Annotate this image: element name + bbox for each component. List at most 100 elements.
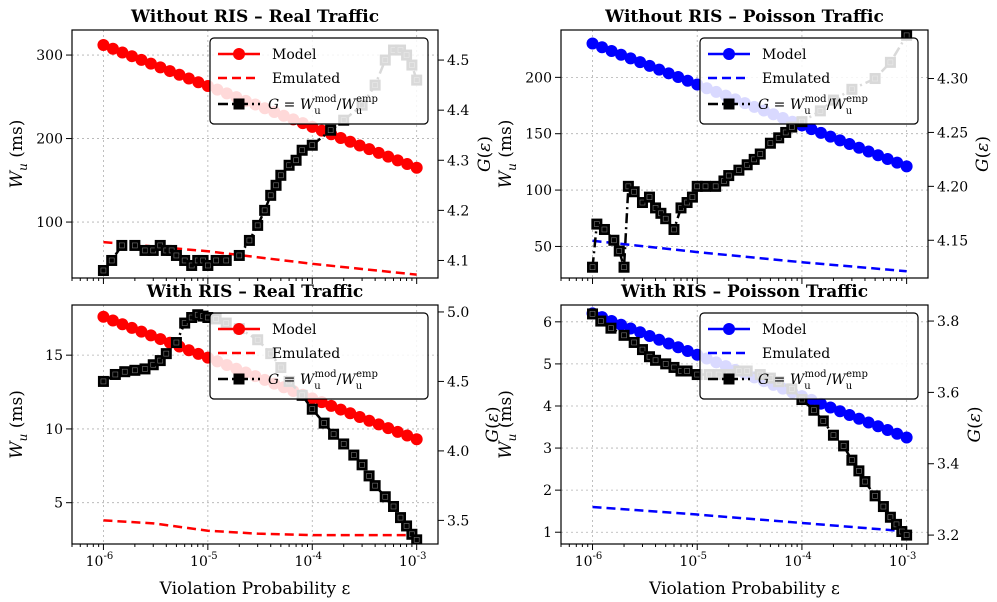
ratio-point-inner xyxy=(321,420,327,426)
chart-panel-0: Without RIS – Real Traffic 100 200 300 4.1 4.… xyxy=(7,7,495,284)
ratio-point xyxy=(591,218,603,230)
model-point xyxy=(843,408,856,421)
ratio-point xyxy=(780,126,792,138)
y2-tick-label: 3.8 xyxy=(937,314,959,330)
axes-frame xyxy=(560,29,929,279)
model-point xyxy=(344,135,357,148)
x-axis-label: Violation Probability ε xyxy=(159,579,351,599)
model-point xyxy=(872,420,885,433)
model-point xyxy=(116,318,129,331)
y-axis-label: Wu (ms) xyxy=(7,120,30,189)
ratio-point-inner xyxy=(293,157,299,164)
model-point xyxy=(401,429,414,442)
ratio-point xyxy=(764,137,776,149)
ratio-point xyxy=(290,154,302,166)
ratio-point-inner xyxy=(702,183,709,190)
ratio-point xyxy=(628,186,640,198)
y-tick-label: 100 xyxy=(36,215,63,231)
ratio-point-inner xyxy=(205,262,211,269)
ratio-point xyxy=(643,191,655,203)
ratio-point xyxy=(650,354,662,366)
ratio-point xyxy=(608,234,620,246)
ratio-point xyxy=(595,315,607,327)
ratio-point-inner xyxy=(880,503,887,510)
ratio-point-inner xyxy=(359,461,365,468)
ratio-point-inner xyxy=(132,242,138,249)
model-point xyxy=(605,44,618,57)
legend: Model Emulated G = Wumod/Wuemp xyxy=(699,37,919,125)
y-tick-label: 200 xyxy=(36,132,63,148)
y-tick-label: 300 xyxy=(36,48,63,64)
model-point xyxy=(135,325,148,338)
x-tick-label: 10-3 xyxy=(889,551,917,570)
ratio-point xyxy=(363,470,375,482)
ratio-point-inner xyxy=(694,183,701,190)
ratio-point xyxy=(154,239,166,251)
ratio-point-inner xyxy=(903,532,910,538)
y2-tick-label: 3.2 xyxy=(937,528,959,544)
ratio-point xyxy=(733,164,745,176)
model-point xyxy=(106,42,119,55)
axes-frame xyxy=(560,304,929,545)
ratio-point-inner xyxy=(112,371,119,378)
ratio-point-inner xyxy=(119,242,125,249)
ratio-point xyxy=(129,364,141,376)
legend: Model Emulated G = Wumod/Wuemp xyxy=(699,312,919,400)
ratio-point xyxy=(598,223,610,235)
ratio-point xyxy=(660,213,672,225)
ratio-point-inner xyxy=(173,252,180,259)
ratio-point-inner xyxy=(299,147,305,154)
ratio-point xyxy=(838,440,850,452)
ratio-point-inner xyxy=(366,473,372,479)
y-tick-label: 5 xyxy=(543,357,552,373)
model-point xyxy=(97,39,110,52)
ratio-point-inner xyxy=(403,523,410,529)
y2-tick-label: 4.4 xyxy=(447,103,469,119)
ratio-point xyxy=(170,249,182,261)
ratio-point xyxy=(869,490,881,502)
ratio-point-inner xyxy=(372,482,378,489)
ratio-point-inner xyxy=(840,443,847,449)
ratio-point-inner xyxy=(397,514,404,521)
model-point xyxy=(334,132,347,145)
model-point xyxy=(391,154,404,167)
ratio-point-inner xyxy=(309,142,316,149)
model-point xyxy=(106,314,119,327)
y-tick-label: 15 xyxy=(45,348,63,364)
y2-tick-label: 4.2 xyxy=(447,203,469,219)
ratio-point-inner xyxy=(646,194,653,200)
model-point xyxy=(805,123,818,136)
legend-box xyxy=(209,37,429,125)
ratio-point-inner xyxy=(887,514,894,521)
ratio-point-inner xyxy=(684,368,690,374)
emulated-line xyxy=(592,239,907,273)
model-point xyxy=(315,124,328,137)
model-point xyxy=(382,422,395,435)
x-tick-label: 10-4 xyxy=(784,551,812,570)
ratio-point-inner xyxy=(327,127,334,134)
ratio-point-inner xyxy=(689,194,696,200)
model-point xyxy=(353,139,366,152)
legend-model-label: Model xyxy=(762,47,807,63)
y2-tick-label: 3.4 xyxy=(937,457,959,473)
model-point xyxy=(182,344,195,357)
ratio-point xyxy=(388,500,400,512)
ratio-point-inner xyxy=(261,207,268,214)
ratio-point-inner xyxy=(121,368,128,375)
ratio-point xyxy=(233,249,245,261)
y2-tick-label: 3.6 xyxy=(937,385,959,401)
model-point xyxy=(401,158,414,171)
ratio-point xyxy=(411,534,423,544)
ratio-point xyxy=(186,312,198,324)
model-point xyxy=(192,347,205,360)
ratio-point xyxy=(668,223,680,235)
ratio-point xyxy=(220,254,232,266)
ratio-point xyxy=(97,375,109,387)
ratio-point-inner xyxy=(330,431,337,438)
ratio-point xyxy=(754,148,766,160)
legend: Model Emulated G = Wumod/Wuemp xyxy=(209,312,429,400)
ratio-point xyxy=(636,344,648,356)
ratio-point-inner xyxy=(142,366,148,372)
model-point xyxy=(862,145,875,158)
ratio-point-inner xyxy=(598,318,604,324)
